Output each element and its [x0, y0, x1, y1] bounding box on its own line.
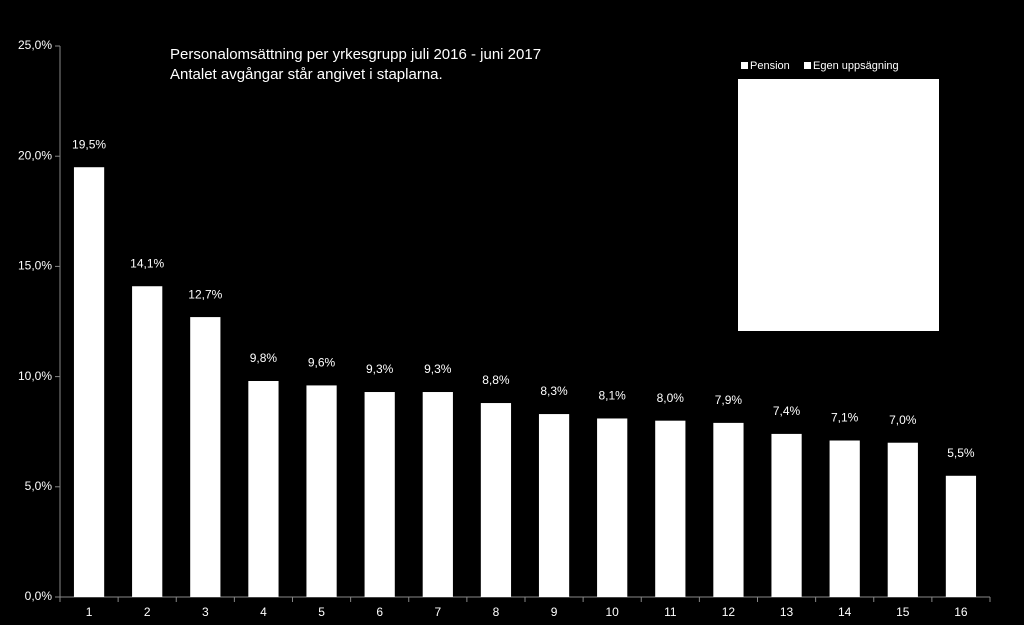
value-label: 12,7%: [188, 287, 222, 301]
y-tick-label: 10,0%: [18, 369, 52, 383]
x-tick-label: 8: [493, 605, 500, 619]
value-label: 8,8%: [482, 373, 510, 387]
bar: [480, 403, 512, 597]
bar: [887, 442, 918, 597]
x-tick-label: 12: [722, 605, 736, 619]
bar: [73, 167, 105, 597]
x-tick-label: 10: [606, 605, 620, 619]
bar: [132, 286, 163, 597]
x-tick-label: 16: [954, 605, 968, 619]
x-tick-label: 1: [86, 605, 93, 619]
legend-swatch: [804, 62, 811, 69]
bar: [945, 475, 977, 597]
x-tick-label: 2: [144, 605, 151, 619]
value-label: 7,1%: [831, 411, 859, 425]
x-tick-label: 3: [202, 605, 209, 619]
chart-title: Personalomsättning per yrkesgrupp juli 2…: [170, 46, 541, 63]
value-label: 14,1%: [130, 256, 164, 270]
x-tick-label: 14: [838, 605, 852, 619]
value-label: 5,5%: [947, 446, 975, 460]
bar: [771, 433, 802, 597]
bar: [248, 381, 279, 597]
value-label: 8,0%: [657, 391, 685, 405]
y-tick-label: 0,0%: [25, 589, 53, 603]
x-tick-label: 15: [896, 605, 910, 619]
bar: [713, 422, 744, 597]
bar: [655, 420, 686, 597]
bar: [538, 414, 570, 597]
value-label: 8,3%: [540, 384, 568, 398]
value-label: 8,1%: [599, 389, 627, 403]
x-tick-label: 5: [318, 605, 325, 619]
y-tick-label: 5,0%: [25, 479, 53, 493]
x-tick-label: 7: [434, 605, 441, 619]
x-tick-label: 9: [551, 605, 558, 619]
y-tick-label: 20,0%: [18, 148, 52, 162]
x-tick-label: 6: [376, 605, 383, 619]
value-label: 9,8%: [250, 351, 278, 365]
bar: [597, 418, 628, 597]
value-label: 9,3%: [366, 362, 394, 376]
value-label: 9,3%: [424, 362, 452, 376]
x-tick-label: 11: [664, 605, 677, 619]
y-tick-label: 25,0%: [18, 38, 52, 52]
x-tick-label: 13: [780, 605, 794, 619]
legend-swatch: [741, 62, 748, 69]
legend-box: [738, 79, 939, 331]
bar: [190, 317, 221, 597]
value-label: 9,6%: [308, 356, 336, 370]
x-tick-label: 4: [260, 605, 267, 619]
chart-subtitle: Antalet avgångar står angivet i staplarn…: [170, 66, 443, 83]
bar: [364, 392, 395, 597]
bar: [422, 392, 453, 597]
y-tick-label: 15,0%: [18, 259, 52, 273]
bar: [306, 385, 337, 597]
value-label: 7,0%: [889, 413, 917, 427]
bar: [829, 440, 860, 597]
value-label: 19,5%: [72, 137, 106, 151]
value-label: 7,9%: [715, 393, 743, 407]
value-label: 7,4%: [773, 404, 801, 418]
legend-label: Egen uppsägning: [813, 60, 899, 72]
legend-label: Pension: [750, 60, 790, 72]
